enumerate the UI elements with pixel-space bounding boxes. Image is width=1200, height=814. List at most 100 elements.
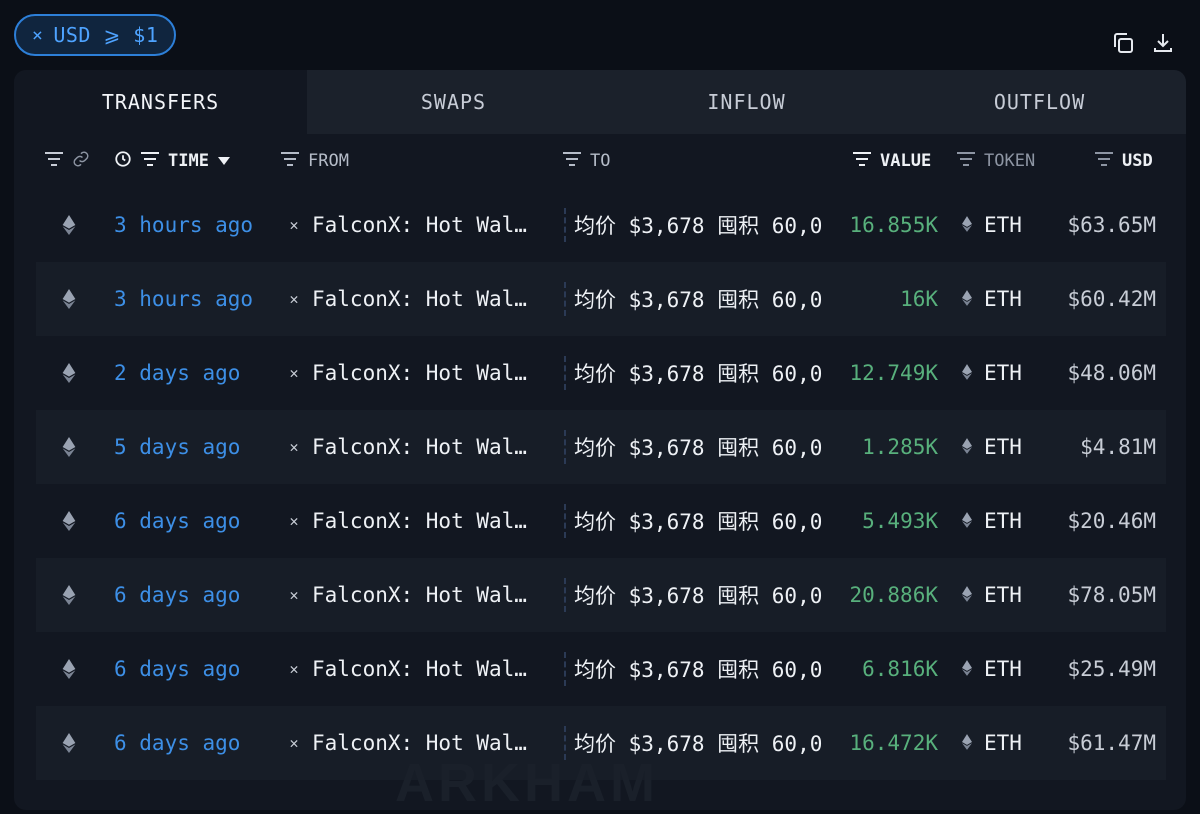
token-symbol: ETH [984, 509, 1022, 533]
token-cell[interactable]: ETH [962, 213, 1022, 237]
from-label: FalconX: Hot Wal… [312, 435, 527, 459]
falconx-icon: ✕ [289, 364, 299, 382]
falconx-icon: ✕ [289, 438, 299, 456]
table-row[interactable]: 6 days ago ✕ FalconX: Hot Wal… 均价 $3,678… [36, 484, 1166, 558]
token-header[interactable]: TOKEN [984, 151, 1036, 171]
from-entity[interactable]: ✕ FalconX: Hot Wal… [286, 213, 526, 237]
usd-amount: $25.49M [1067, 657, 1156, 681]
falconx-icon: ✕ [289, 290, 299, 308]
ethereum-token-icon [962, 213, 972, 237]
table-row[interactable]: 6 days ago ✕ FalconX: Hot Wal… 均价 $3,678… [36, 706, 1166, 780]
time-link[interactable]: 6 days ago [114, 509, 241, 533]
to-entity[interactable]: 均价 $3,678 囤积 60,0 [564, 652, 826, 686]
table-row[interactable]: 3 hours ago ✕ FalconX: Hot Wal… 均价 $3,67… [36, 262, 1166, 336]
usd-amount: $20.46M [1067, 509, 1156, 533]
token-cell[interactable]: ETH [962, 435, 1022, 459]
tab-swaps[interactable]: SWAPS [307, 70, 600, 134]
usd-amount: $63.65M [1067, 213, 1156, 237]
to-entity[interactable]: 均价 $3,678 囤积 60,0 [564, 282, 826, 316]
value-amount: 16K [900, 287, 938, 311]
from-label: FalconX: Hot Wal… [312, 657, 527, 681]
to-entity[interactable]: 均价 $3,678 囤积 60,0 [564, 430, 826, 464]
from-label: FalconX: Hot Wal… [312, 509, 527, 533]
usd-filter-icon[interactable] [1094, 151, 1114, 172]
falconx-icon: ✕ [289, 586, 299, 604]
from-entity[interactable]: ✕ FalconX: Hot Wal… [286, 583, 526, 607]
from-entity[interactable]: ✕ FalconX: Hot Wal… [286, 287, 526, 311]
download-icon[interactable] [1150, 30, 1176, 56]
usd-header[interactable]: USD [1122, 151, 1153, 171]
to-entity[interactable]: 均价 $3,678 囤积 60,0 [564, 356, 826, 390]
transfers-table: 3 hours ago ✕ FalconX: Hot Wal… 均价 $3,67… [14, 188, 1186, 780]
time-link[interactable]: 3 hours ago [114, 213, 254, 237]
link-icon[interactable] [72, 150, 90, 173]
token-symbol: ETH [984, 657, 1022, 681]
time-header[interactable]: TIME [168, 151, 209, 171]
ethereum-icon [62, 511, 76, 531]
from-entity[interactable]: ✕ FalconX: Hot Wal… [286, 361, 526, 385]
tab-outflow[interactable]: OUTFLOW [893, 70, 1186, 134]
usd-filter-chip[interactable]: × USD ⩾ $1 [14, 14, 177, 56]
token-symbol: ETH [984, 213, 1022, 237]
usd-amount: $60.42M [1067, 287, 1156, 311]
to-filter-icon[interactable] [562, 151, 582, 172]
from-header[interactable]: FROM [308, 151, 349, 171]
remove-filter-icon[interactable]: × [32, 24, 44, 46]
usd-amount: $48.06M [1067, 361, 1156, 385]
filter-icon[interactable] [44, 151, 64, 172]
token-filter-icon[interactable] [956, 151, 976, 172]
value-amount: 12.749K [849, 361, 938, 385]
token-cell[interactable]: ETH [962, 509, 1022, 533]
token-symbol: ETH [984, 287, 1022, 311]
from-entity[interactable]: ✕ FalconX: Hot Wal… [286, 657, 527, 681]
value-amount: 1.285K [862, 435, 938, 459]
token-cell[interactable]: ETH [962, 731, 1022, 755]
table-row[interactable]: 5 days ago ✕ FalconX: Hot Wal… 均价 $3,678… [36, 410, 1166, 484]
value-amount: 6.816K [862, 657, 938, 681]
ethereum-token-icon [962, 361, 972, 385]
token-cell[interactable]: ETH [962, 583, 1022, 607]
time-filter-icon[interactable] [140, 151, 160, 172]
time-link[interactable]: 6 days ago [114, 583, 241, 607]
from-filter-icon[interactable] [280, 151, 300, 172]
token-cell[interactable]: ETH [962, 287, 1022, 311]
ethereum-icon [62, 659, 76, 679]
value-header[interactable]: VALUE [880, 151, 932, 171]
tab-bar: TRANSFERS SWAPS INFLOW OUTFLOW [14, 70, 1186, 134]
falconx-icon: ✕ [289, 512, 299, 530]
time-link[interactable]: 5 days ago [114, 435, 241, 459]
table-row[interactable]: 6 days ago ✕ FalconX: Hot Wal… 均价 $3,678… [36, 632, 1166, 706]
tab-inflow[interactable]: INFLOW [600, 70, 893, 134]
token-cell[interactable]: ETH [962, 361, 1022, 385]
sort-desc-icon[interactable] [217, 151, 231, 171]
ethereum-token-icon [962, 731, 972, 755]
tab-transfers[interactable]: TRANSFERS [14, 70, 307, 134]
ethereum-icon [62, 733, 76, 753]
to-entity[interactable]: 均价 $3,678 囤积 60,0 [564, 208, 826, 242]
value-filter-icon[interactable] [852, 151, 872, 172]
time-link[interactable]: 6 days ago [114, 731, 241, 755]
to-entity[interactable]: 均价 $3,678 囤积 60,0 [564, 578, 826, 612]
token-symbol: ETH [984, 731, 1022, 755]
copy-icon[interactable] [1110, 30, 1136, 56]
time-link[interactable]: 2 days ago [114, 361, 241, 385]
to-label: 均价 $3,678 囤积 60,0 [574, 584, 823, 608]
transactions-panel: TRANSFERS SWAPS INFLOW OUTFLOW TIME [14, 70, 1186, 810]
to-entity[interactable]: 均价 $3,678 囤积 60,0 [564, 726, 826, 760]
to-label: 均价 $3,678 囤积 60,0 [574, 436, 823, 460]
value-amount: 20.886K [849, 583, 938, 607]
to-label: 均价 $3,678 囤积 60,0 [574, 658, 823, 682]
token-symbol: ETH [984, 583, 1022, 607]
from-entity[interactable]: ✕ FalconX: Hot Wal… [286, 509, 527, 533]
from-entity[interactable]: ✕ FalconX: Hot Wal… [286, 731, 526, 755]
to-entity[interactable]: 均价 $3,678 囤积 60,0 [564, 504, 826, 538]
to-header[interactable]: TO [590, 151, 611, 171]
table-row[interactable]: 3 hours ago ✕ FalconX: Hot Wal… 均价 $3,67… [36, 188, 1166, 262]
time-link[interactable]: 3 hours ago [114, 287, 254, 311]
from-entity[interactable]: ✕ FalconX: Hot Wal… [286, 435, 527, 459]
table-row[interactable]: 2 days ago ✕ FalconX: Hot Wal… 均价 $3,678… [36, 336, 1166, 410]
token-cell[interactable]: ETH [962, 657, 1022, 681]
time-link[interactable]: 6 days ago [114, 657, 241, 681]
table-row[interactable]: 6 days ago ✕ FalconX: Hot Wal… 均价 $3,678… [36, 558, 1166, 632]
value-amount: 5.493K [862, 509, 938, 533]
